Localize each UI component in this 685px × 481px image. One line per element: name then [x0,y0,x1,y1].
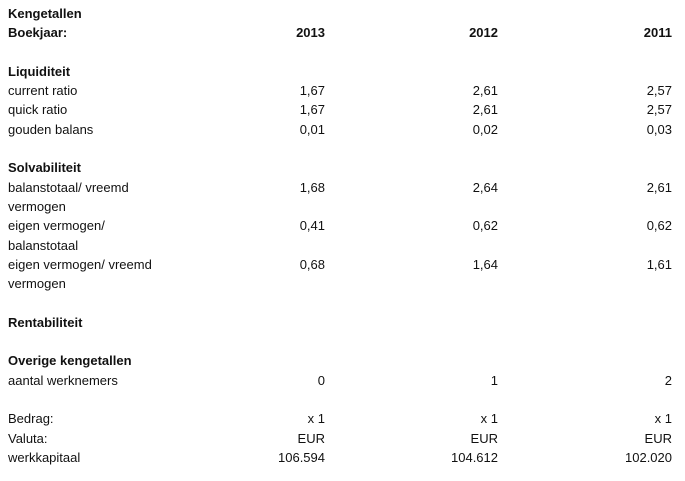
spacer-row [8,390,672,409]
data-row: quick ratio 1,67 2,61 2,57 [8,100,672,119]
value: 2,61 [646,179,672,195]
value: 1,67 [299,83,325,99]
data-row: balanstotaal/ vreemd vermogen 1,68 2,64 2,6… [8,178,672,217]
row-label: Bedrag: [8,411,54,427]
section-title: Solvabiliteit [8,160,81,176]
kengetallen-table: Kengetallen Boekjaar: 2013 2012 2011 Liquidit… [8,4,672,467]
value: 1,67 [299,102,325,118]
value: 1,64 [472,256,498,272]
spacer [8,332,672,351]
data-row: werkkapitaal 106.594 104.612 102.020 [8,448,672,467]
value: 0,62 [646,218,672,234]
spacer-row [8,293,672,312]
value: EUR [470,430,498,446]
spacer [8,43,672,62]
section-title: Overige kengetallen [8,353,132,369]
section-title: Rentabiliteit [8,314,83,330]
value: 2,57 [646,83,672,99]
row-label: Valuta: [8,430,48,446]
value: 1 [490,372,498,388]
data-row: current ratio 1,67 2,61 2,57 [8,81,672,100]
year: 2013 [296,25,325,41]
row-label: eigen vermogen/ balanstotaal [8,218,105,253]
row-label: gouden balans [8,121,94,137]
value: 102.020 [625,449,672,465]
spacer-row [8,332,672,351]
value: x 1 [307,411,325,427]
value: 0,01 [299,121,325,137]
data-row: aantal werknemers 0 1 2 [8,371,672,390]
row-label: current ratio [8,83,78,99]
row-label: balanstotaal/ vreemd vermogen [8,179,129,214]
value: 0,62 [472,218,498,234]
row-label: aantal werknemers [8,372,118,388]
value: 106.594 [278,449,325,465]
row-label: eigen vermogen/ vreemd vermogen [8,256,152,292]
value: 2,64 [472,179,498,195]
data-row: Valuta: EUR EUR EUR [8,429,672,448]
section-row: Rentabiliteit [8,313,672,332]
spacer [8,390,672,409]
value: 1,61 [646,256,672,272]
value: 0,03 [646,121,672,137]
value: x 1 [654,411,672,427]
spacer-row [8,139,672,158]
spacer [8,293,672,312]
value: 0 [317,372,325,388]
year: 2011 [643,25,672,41]
spacer [8,139,672,158]
value: 2,61 [472,102,498,118]
row-label: quick ratio [8,102,68,118]
title-row: Kengetallen [8,4,672,23]
section-row: Overige kengetallen [8,351,672,370]
section-row: Liquiditeit [8,62,672,81]
title: Kengetallen [8,6,82,21]
value: 0,41 [299,218,325,234]
year: 2012 [469,25,498,41]
data-row: Bedrag: x 1 x 1 x 1 [8,409,672,428]
row-label: werkkapitaal [8,449,81,465]
header-row: Boekjaar: 2013 2012 2011 [8,23,672,42]
data-row: gouden balans 0,01 0,02 0,03 [8,120,672,139]
value: 2 [664,372,672,388]
value: 1,68 [299,179,325,195]
data-row: eigen vermogen/ balanstotaal 0,41 0,62 0,62 [8,216,672,255]
value: EUR [297,430,325,446]
header-label: Boekjaar: [8,25,68,41]
spacer-row [8,43,672,62]
section-row: Solvabiliteit [8,158,672,177]
section-title: Liquiditeit [8,63,71,79]
value: 2,57 [646,102,672,118]
value: x 1 [480,411,498,427]
value: EUR [644,430,672,446]
value: 0,02 [472,121,498,137]
value: 2,61 [472,83,498,99]
table-body: Kengetallen Boekjaar: 2013 2012 2011 Liquidit… [8,4,672,467]
data-row: eigen vermogen/ vreemd vermogen 0,68 1,64 1… [8,255,672,294]
value: 0,68 [299,256,325,272]
value: 104.612 [451,449,498,465]
